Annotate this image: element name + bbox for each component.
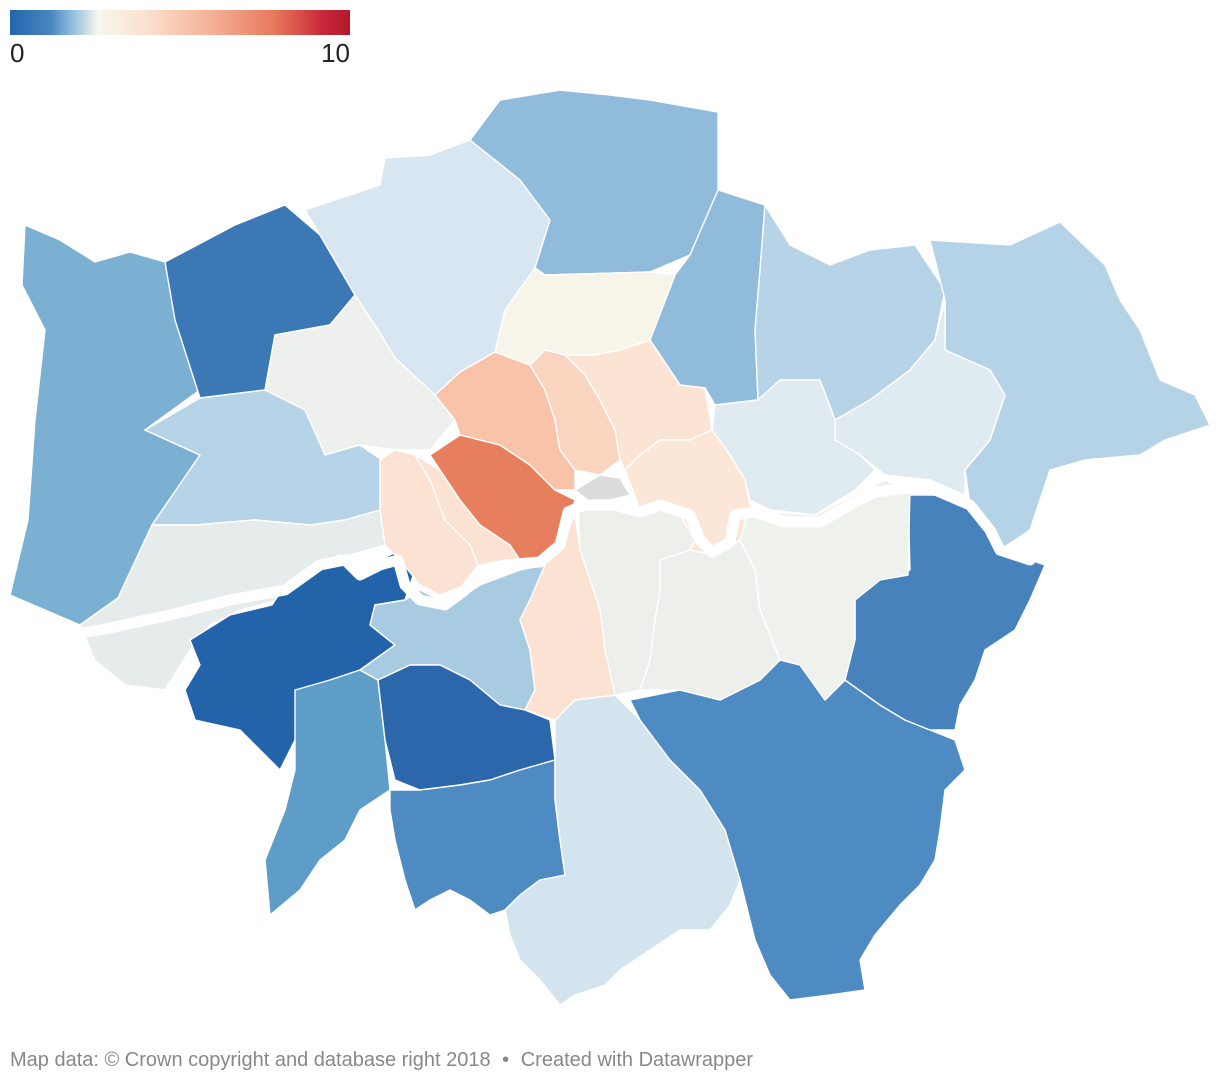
color-legend: 0 10	[10, 10, 350, 70]
river-thames	[29, 482, 1036, 646]
map-footer: Map data: © Crown copyright and database…	[10, 1049, 753, 1072]
borough-barking[interactable]	[834, 299, 1006, 496]
legend-gradient-bar	[10, 10, 350, 35]
borough-lambeth[interactable]	[519, 514, 616, 721]
borough-city-of-london[interactable]	[574, 474, 631, 503]
datawrapper-credit-link[interactable]: Created with Datawrapper	[520, 1049, 754, 1071]
legend-min-label: 0	[10, 38, 25, 68]
footer-separator: •	[502, 1049, 510, 1071]
choropleth-map	[9, 89, 1211, 1006]
legend-max-label: 10	[321, 38, 350, 68]
data-source-text: Map data: © Crown copyright and database…	[10, 1049, 491, 1071]
